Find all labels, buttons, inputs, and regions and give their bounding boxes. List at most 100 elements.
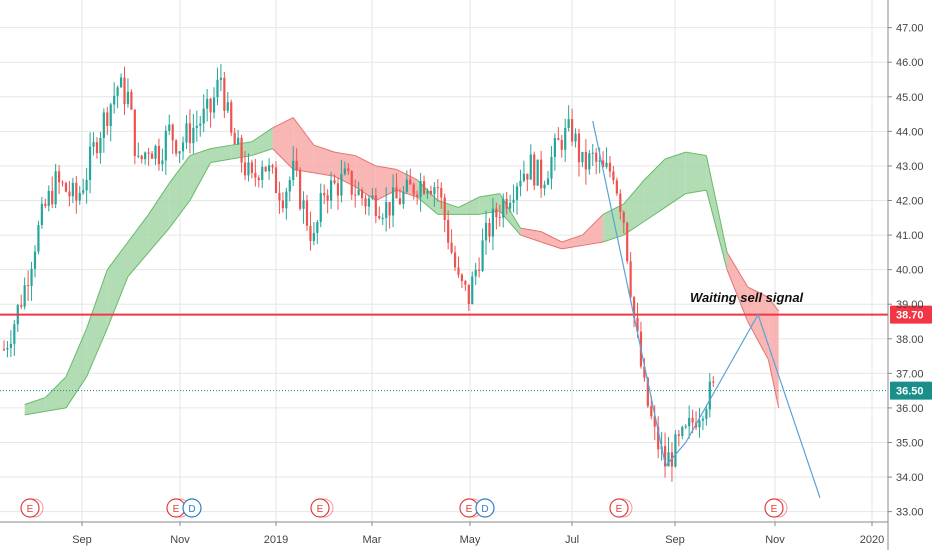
candle-body [663,446,667,467]
candle-body [226,102,229,111]
cloud-segment [375,165,397,201]
candle-body [144,152,147,160]
candle-body [632,297,636,318]
cloud-span-a [354,155,377,167]
candle-body [540,159,543,189]
y-tick-label: 39.00 [896,299,924,311]
candle-body [75,182,78,201]
candle-body [698,420,701,428]
candle-body [119,77,123,88]
candle-body [78,192,81,201]
candle-body [650,406,653,417]
cloud-span-b [189,162,212,201]
candle-body [350,171,353,195]
candle-body [109,104,112,126]
candle-body [536,159,539,186]
candle-body [192,127,195,144]
candle-body [261,166,264,180]
cloud-span-a [251,127,273,143]
candle-body [443,197,446,221]
y-tick-label: 46.00 [896,57,924,69]
cloud-segment [499,193,521,236]
candle-body [299,170,302,209]
cloud-span-a [334,151,356,157]
candle-body [571,119,574,142]
cloud-span-a [767,296,780,312]
candle-body [360,190,364,199]
y-tick-label: 36.00 [896,403,924,415]
candle-body [395,187,398,199]
y-tick-label: 38.00 [896,334,924,346]
dividend-marker-label: D [481,504,488,515]
y-tick-label: 47.00 [896,23,924,35]
cloud-span-b [45,407,67,412]
cloud-span-b [272,148,294,170]
candle-body [522,173,525,181]
candle-body [515,186,519,200]
cloud-segment [458,197,480,215]
candle-body [615,180,618,194]
candle-body [464,280,467,285]
candle-body [185,123,188,143]
cloud-span-b [168,200,191,229]
candle-body [329,180,333,201]
candle-body [564,127,567,150]
candle-body [636,317,639,332]
earnings-marker-label: E [173,504,180,515]
candle-body [643,366,646,378]
candle-body [88,146,92,180]
candle-body [629,261,632,298]
candle-body [488,222,491,237]
candle-body [440,187,443,198]
cloud-segment [293,117,314,173]
cloud-span-b [644,207,666,222]
cloud-span-a [705,155,728,253]
cloud-segment [644,159,666,222]
cloud-segment [706,155,728,270]
candle-body [460,274,464,281]
earnings-marker-label: E [317,504,324,515]
cloud-segment [747,286,769,360]
candle-body [495,208,498,218]
cloud-segment [665,152,686,208]
cloud-segment [561,235,583,249]
candle-body [61,182,64,184]
candle-body [102,112,105,138]
candle-body [230,102,233,133]
cloud-segment [148,183,170,253]
earnings-marker [20,498,40,518]
y-tick-label: 45.00 [896,92,924,104]
candle-body [233,132,236,145]
cloud-span-b [705,190,728,270]
cloud-segment [685,152,707,194]
candle-body [164,130,167,161]
candle-body [347,168,350,172]
cloud-segment [479,193,500,215]
candle-body [150,153,154,159]
candle-body [553,138,556,158]
cloud-span-b [561,244,583,250]
candle-body [657,426,660,450]
cloud-span-a [685,151,707,157]
x-tick-label: Sep [665,534,685,546]
cloud-span-b [210,158,232,163]
candle-body [653,416,656,427]
candle-body [433,187,436,195]
cloud-span-b [127,252,149,277]
candle-body [30,268,33,286]
candle-body [526,173,529,180]
cloud-span-a [644,158,666,181]
candle-body [171,124,174,141]
cloud-segment [437,200,459,215]
earnings-marker-label: E [27,504,34,515]
annotation-label: Waiting sell signal [690,290,804,305]
candle-body [99,137,102,154]
candle-body [126,91,130,105]
x-tick-label: May [460,534,481,546]
candle-body [550,157,553,179]
candle-body [509,202,512,209]
candle-body [429,190,433,195]
candle-body [619,193,622,213]
cloud-span-a [168,155,191,184]
